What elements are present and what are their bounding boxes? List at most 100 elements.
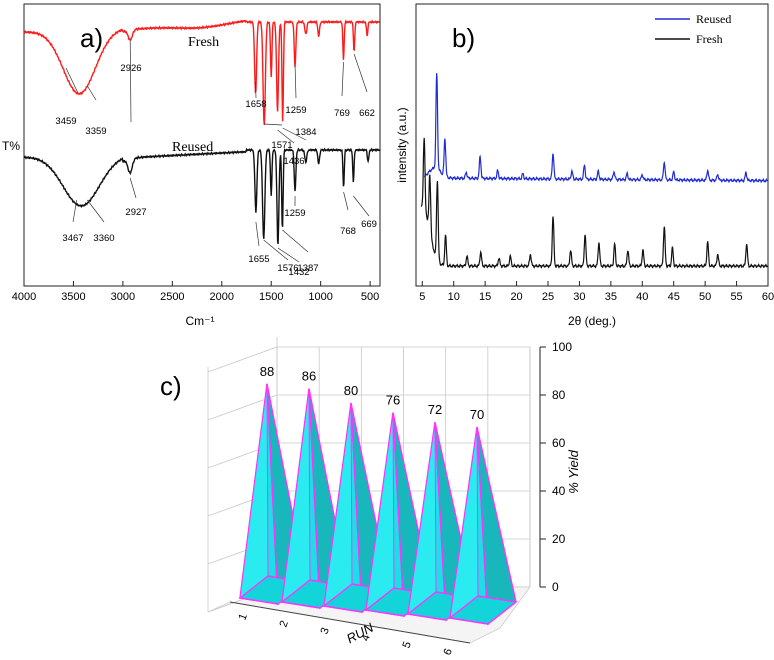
ftir-reused-line [23,147,381,245]
ftir-x-tick-label: 3500 [61,291,85,303]
pxrd-frame [415,3,769,287]
ftir-peak-leader [294,65,297,99]
yield-y-tick-label: 100 [552,340,572,354]
ftir-peak-label: 669 [361,219,377,230]
pxrd-y-axis-label: intensity (a.u.) [395,107,409,182]
ftir-peak-leader [87,85,97,101]
ftir-peak-label: 1655 [248,254,269,265]
ftir-x-tick-label: 3000 [111,291,135,303]
yield-y-tick-label: 0 [552,580,559,594]
ftir-peak-label: 1384 [295,127,316,138]
ftir-x-axis-label: Cm⁻¹ [186,314,215,328]
pxrd-x-tick-label: 50 [699,291,711,303]
run-tick-label: 5 [400,640,413,650]
pxrd-x-tick-label: 55 [730,291,742,303]
ftir-fresh-line [23,19,381,126]
ftir-peak-leader [129,39,132,123]
run-tick-label: 2 [277,619,290,629]
pyramid-face-left [239,383,269,600]
pxrd-panel-label: b) [452,23,475,53]
run-tick-label: 1 [236,612,249,622]
run-tick-label: 3 [318,626,331,636]
ftir-peak-label: 1259 [285,105,306,116]
ftir-peak-leader [282,127,307,141]
ftir-peak-label: 1576 [277,263,298,274]
ftir-x-tick-label: 1000 [308,291,332,303]
pyramid-value-label: 86 [302,369,316,384]
ftir-peak-leader [72,199,78,223]
pxrd-x-tick-label: 15 [479,291,491,303]
ftir-frame [23,3,381,287]
ftir-peak-leader [343,191,349,211]
ftir-peak-leader [341,61,344,97]
ftir-peak-label: 3360 [93,233,114,244]
ftir-panel-label: a) [80,23,103,53]
ftir-peak-leader [264,123,283,126]
pxrd-x-axis-label: 2θ (deg.) [568,314,616,328]
ftir-peak-label: 662 [359,108,375,119]
pxrd-x-tick-label: 40 [636,291,648,303]
pyramid-value-label: 88 [260,364,274,379]
yield-y-axis-label: % Yield [566,449,581,493]
ftir-x-tick-label: 500 [361,291,379,303]
pxrd-x-tick-label: 5 [419,291,425,303]
ftir-peak-leader [353,195,370,217]
ftir-peak-label: 769 [334,108,350,119]
ftir-peak-label: 1259 [284,208,305,219]
ftir-x-tick-label: 1500 [259,291,283,303]
pxrd-x-tick-label: 25 [542,291,554,303]
ftir-peak-label: 1387 [297,263,318,274]
ftir-peak-leader [255,221,260,247]
pxrd-x-tick-label: 60 [762,291,774,303]
run-tick-label: 4 [359,633,372,643]
pxrd-fresh-line [420,137,769,269]
pxrd-x-tick-label: 30 [573,291,585,303]
pyramid-base [448,595,518,625]
pxrd-x-tick-label: 20 [510,291,522,303]
ftir-peak-label: 3467 [62,233,83,244]
ftir-peak-leader [353,53,368,93]
legend-label-reused: Reused [696,12,731,26]
ftir-peak-leader [277,247,300,263]
run-axis [229,601,471,644]
ftir-peak-label: 1571 [271,140,292,151]
pyramid-bar: 70 [448,407,518,626]
ftir-peak-leader [282,229,309,253]
yield-y-tick-label: 20 [552,532,566,546]
pyramid-value-label: 72 [428,402,442,417]
ftir-x-tick-label: 2000 [210,291,234,303]
ftir-peak-label: 1658 [245,99,266,110]
ftir-series-label-reused: Reused [172,140,213,155]
legend-label-fresh: Fresh [696,32,723,46]
ftir-peak-leader [129,177,137,199]
ftir-x-tick-label: 4000 [12,291,36,303]
ftir-peak-label: 1432 [288,267,309,278]
pxrd-x-tick-label: 10 [448,291,460,303]
pyramid-value-label: 70 [470,407,484,422]
ftir-peak-label: 3459 [55,116,76,127]
yield-y-tick-label: 80 [552,388,566,402]
ftir-peak-label: 3359 [85,126,106,137]
pxrd-x-tick-label: 35 [605,291,617,303]
pxrd-reused-line [424,73,769,184]
run-tick-label: 6 [441,647,454,657]
ftir-y-axis-label: T% [2,139,20,153]
yield-y-tick-label: 40 [552,484,566,498]
ftir-peak-label: 2926 [120,63,141,74]
ftir-panel: a) T% Cm⁻¹ Fresh Reused 4000 3500 3000 2500… [2,3,381,328]
ftir-peak-label: 2927 [125,207,146,218]
ftir-peak-leader [65,67,78,93]
yield-y-tick-label: 60 [552,436,566,450]
ftir-peak-label: 768 [340,226,356,237]
ftir-peak-label: 1436 [283,156,304,167]
ftir-peak-leader [277,129,295,144]
ftir-x-tick-label: 2500 [160,291,184,303]
grid-line-side [207,346,278,373]
ftir-peak-leader [263,239,289,261]
ftir-peak-leader [87,199,105,223]
yield-panel-label: c) [160,371,182,401]
pxrd-panel: b) intensity (a.u.) 2θ (deg.) Reused Fre… [395,3,774,328]
pyramid-value-label: 80 [344,383,358,398]
